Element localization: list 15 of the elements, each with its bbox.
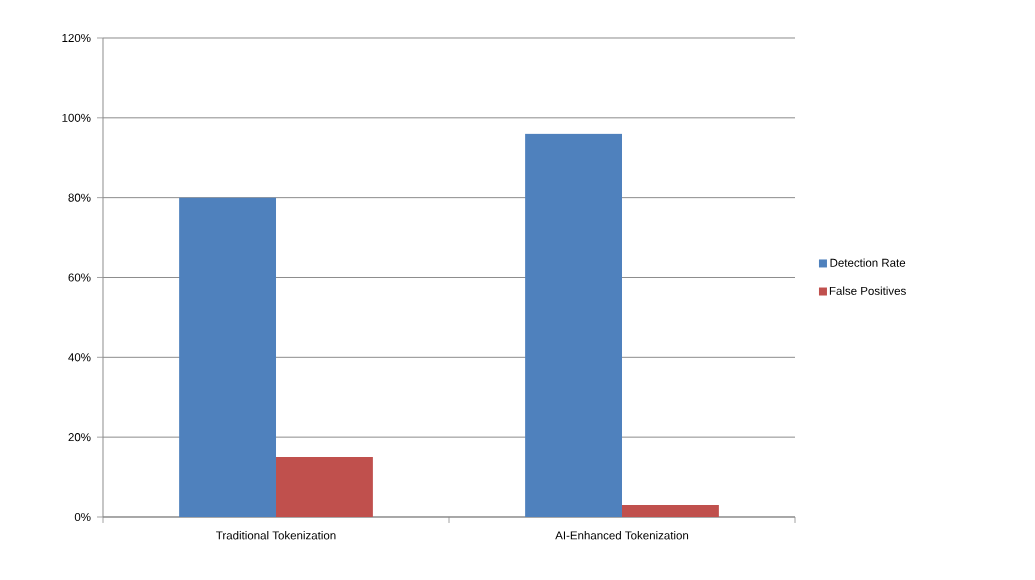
y-tick-label: 80% <box>68 193 91 202</box>
y-tick-label: 20% <box>68 433 91 442</box>
y-tick-label: 100% <box>62 113 91 122</box>
y-tick-label: 0% <box>74 512 91 522</box>
legend-label: False Positives <box>829 286 906 295</box>
bar <box>622 505 719 517</box>
legend-label: Detection Rate <box>830 258 906 267</box>
bar <box>276 457 373 517</box>
x-tick-label: AI-Enhanced Tokenization <box>555 531 689 540</box>
y-tick-label: 40% <box>68 353 91 362</box>
y-tick-label: 120% <box>62 33 91 43</box>
x-tick-label: Traditional Tokenization <box>216 531 336 540</box>
bar <box>525 133 623 517</box>
y-tick-label: 60% <box>68 273 91 282</box>
bar <box>179 197 277 517</box>
